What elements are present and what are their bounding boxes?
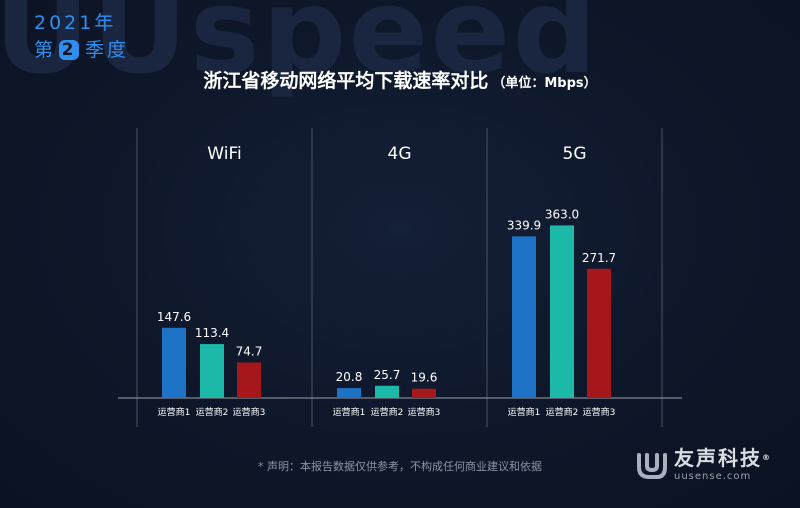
- group-label-4G: 4G: [388, 144, 412, 164]
- category-label-5G-carrier3: 运营商3: [583, 406, 616, 418]
- bar-5G-carrier3: [587, 268, 611, 398]
- bar-5G-carrier1: [512, 236, 536, 398]
- value-label-5G-carrier1: 339.9: [507, 218, 541, 232]
- chart-title-bar: 浙江省移动网络平均下载速率对比 （单位：Mbps）: [0, 66, 800, 93]
- bar-WiFi-carrier2: [200, 344, 224, 398]
- value-label-5G-carrier2: 363.0: [545, 207, 579, 221]
- report-period: 2021年 第 2 季度: [34, 14, 129, 60]
- value-label-4G-carrier2: 25.7: [374, 368, 401, 382]
- category-label-4G-carrier1: 运营商1: [333, 406, 366, 418]
- category-label-4G-carrier3: 运营商3: [408, 406, 441, 418]
- bar-WiFi-carrier1: [162, 327, 186, 398]
- value-label-WiFi-carrier1: 147.6: [157, 310, 191, 324]
- group-label-WiFi: WiFi: [207, 144, 241, 164]
- category-label-WiFi-carrier3: 运营商3: [233, 406, 266, 418]
- report-year: 2021年: [34, 12, 117, 34]
- logo-name: 友声科技: [674, 446, 762, 470]
- chart-unit: （单位：Mbps）: [492, 76, 597, 91]
- disclaimer: * 声明：本报告数据仅供参考，不构成任何商业建议和依据: [258, 460, 542, 473]
- value-label-WiFi-carrier2: 113.4: [195, 326, 229, 340]
- chart-title: 浙江省移动网络平均下载速率对比: [203, 70, 489, 92]
- quarter-number-badge: 2: [59, 40, 80, 60]
- bar-4G-carrier1: [337, 388, 361, 398]
- bar-4G-carrier3: [412, 388, 436, 398]
- watermark: UUspeed: [0, 0, 599, 100]
- company-logo: 友声科技® uusense.com: [634, 447, 772, 483]
- category-label-WiFi-carrier2: 运营商2: [196, 406, 229, 418]
- value-label-4G-carrier1: 20.8: [336, 370, 363, 384]
- category-label-4G-carrier2: 运营商2: [371, 406, 404, 418]
- bar-5G-carrier2: [550, 225, 574, 398]
- category-label-5G-carrier1: 运营商1: [508, 406, 541, 418]
- logo-url: uusense.com: [674, 471, 752, 482]
- bar-4G-carrier2: [375, 385, 399, 398]
- category-label-WiFi-carrier1: 运营商1: [158, 406, 191, 418]
- quarter-prefix: 第: [34, 38, 57, 61]
- quarter-suffix: 季度: [85, 38, 130, 61]
- uusense-logo-icon: [637, 453, 667, 479]
- category-label-5G-carrier2: 运营商2: [546, 406, 579, 418]
- report-quarter: 第 2 季度: [34, 40, 129, 60]
- group-label-5G: 5G: [563, 144, 587, 164]
- value-label-5G-carrier3: 271.7: [582, 251, 616, 265]
- bar-WiFi-carrier3: [237, 362, 261, 398]
- value-label-4G-carrier3: 19.6: [411, 371, 438, 385]
- logo-registered-mark: ®: [762, 453, 772, 462]
- value-label-WiFi-carrier3: 74.7: [236, 344, 263, 358]
